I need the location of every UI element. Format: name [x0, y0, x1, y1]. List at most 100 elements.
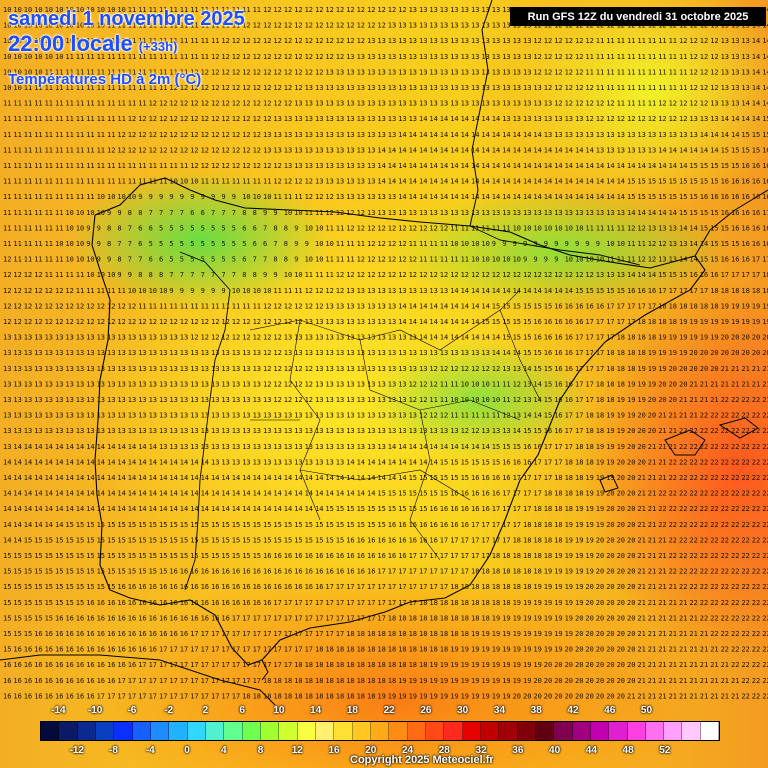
grid-value: 14 [398, 131, 406, 139]
grid-value: 13 [565, 209, 573, 217]
legend-swatch [169, 722, 188, 740]
grid-value: 12 [689, 37, 697, 45]
grid-value: 12 [149, 100, 157, 108]
grid-value: 11 [3, 115, 11, 123]
grid-value: 14 [429, 115, 437, 123]
grid-value: 12 [689, 53, 697, 61]
grid-value: 11 [658, 37, 666, 45]
grid-value: 10 [3, 6, 11, 14]
grid-value: 14 [669, 146, 677, 154]
grid-value: 12 [232, 37, 240, 45]
grid-value: 5 [169, 224, 173, 232]
grid-value: 14 [419, 131, 427, 139]
grid-value: 13 [450, 37, 458, 45]
grid-value: 14 [575, 178, 583, 186]
grid-value: 12 [169, 115, 177, 123]
grid-value: 13 [533, 84, 541, 92]
grid-value: 16 [741, 193, 749, 201]
grid-value: 13 [492, 22, 500, 30]
grid-value: 13 [596, 209, 604, 217]
grid-value: 13 [325, 68, 333, 76]
grid-value: 13 [388, 53, 396, 61]
grid-value: 12 [221, 131, 229, 139]
grid-value: 12 [221, 53, 229, 61]
grid-value: 10 [65, 224, 73, 232]
grid-value: 15 [741, 131, 749, 139]
grid-value: 13 [367, 68, 375, 76]
grid-value: 13 [398, 22, 406, 30]
grid-value: 11 [45, 193, 53, 201]
grid-value: 14 [752, 115, 760, 123]
legend-top-label: 2 [202, 705, 209, 716]
grid-value: 13 [346, 178, 354, 186]
grid-value: 14 [481, 193, 489, 201]
grid-value: 11 [55, 115, 63, 123]
grid-value: 11 [128, 162, 136, 170]
grid-value: 13 [648, 224, 656, 232]
grid-value: 12 [544, 53, 552, 61]
grid-value: 11 [627, 68, 635, 76]
grid-value: 13 [357, 178, 365, 186]
grid-value: 11 [97, 162, 105, 170]
grid-value: 16 [752, 209, 760, 217]
grid-value: 14 [388, 162, 396, 170]
grid-value: 12 [138, 115, 146, 123]
grid-value: 13 [450, 209, 458, 217]
grid-value: 14 [565, 162, 573, 170]
legend-top-label: 26 [420, 705, 432, 716]
grid-value: 13 [502, 6, 510, 14]
grid-value: 14 [637, 209, 645, 217]
grid-value: 10 [544, 224, 552, 232]
grid-value: 14 [648, 162, 656, 170]
grid-value: 11 [138, 84, 146, 92]
grid-value: 12 [180, 131, 188, 139]
grid-value: 6 [138, 240, 142, 248]
grid-value: 11 [117, 53, 125, 61]
grid-value: 11 [669, 53, 677, 61]
grid-value: 13 [669, 224, 677, 232]
grid-value: 12 [357, 22, 365, 30]
grid-value: 13 [492, 53, 500, 61]
grid-value: 12 [606, 115, 614, 123]
grid-value: 10 [34, 68, 42, 76]
balearic-islands [599, 417, 759, 493]
grid-value: 12 [263, 6, 271, 14]
grid-value: 14 [513, 193, 521, 201]
grid-value: 13 [377, 37, 385, 45]
grid-value: 12 [232, 53, 240, 61]
grid-value: 12 [637, 115, 645, 123]
grid-value: 10 [34, 37, 42, 45]
grid-value: 13 [523, 68, 531, 76]
grid-value: 13 [741, 37, 749, 45]
grid-value: 11 [86, 68, 94, 76]
grid-value: 13 [440, 6, 448, 14]
grid-value: 11 [138, 53, 146, 61]
grid-value: 14 [658, 146, 666, 154]
grid-value: 13 [710, 100, 718, 108]
grid-value: 14 [637, 162, 645, 170]
grid-value: 15 [627, 178, 635, 186]
grid-value: 12 [138, 146, 146, 154]
grid-value: 11 [55, 100, 63, 108]
grid-value: 11 [637, 68, 645, 76]
grid-value: 10 [76, 22, 84, 30]
legend-bottom-label: 40 [549, 745, 561, 756]
grid-value: 12 [377, 22, 385, 30]
grid-value: 12 [253, 37, 261, 45]
grid-value: 13 [585, 131, 593, 139]
grid-value: 14 [409, 162, 417, 170]
grid-value: 12 [388, 224, 396, 232]
grid-value: 11 [658, 84, 666, 92]
grid-value: 11 [627, 37, 635, 45]
grid-value: 12 [159, 146, 167, 154]
grid-value: 15 [689, 178, 697, 186]
grid-value: 11 [55, 178, 63, 186]
grid-value: 12 [253, 22, 261, 30]
grid-value: 10 [76, 209, 84, 217]
grid-value: 13 [367, 193, 375, 201]
grid-value: 13 [367, 100, 375, 108]
grid-value: 10 [128, 193, 136, 201]
grid-value: 13 [461, 100, 469, 108]
grid-value: 10 [3, 68, 11, 76]
grid-value: 11 [34, 146, 42, 154]
